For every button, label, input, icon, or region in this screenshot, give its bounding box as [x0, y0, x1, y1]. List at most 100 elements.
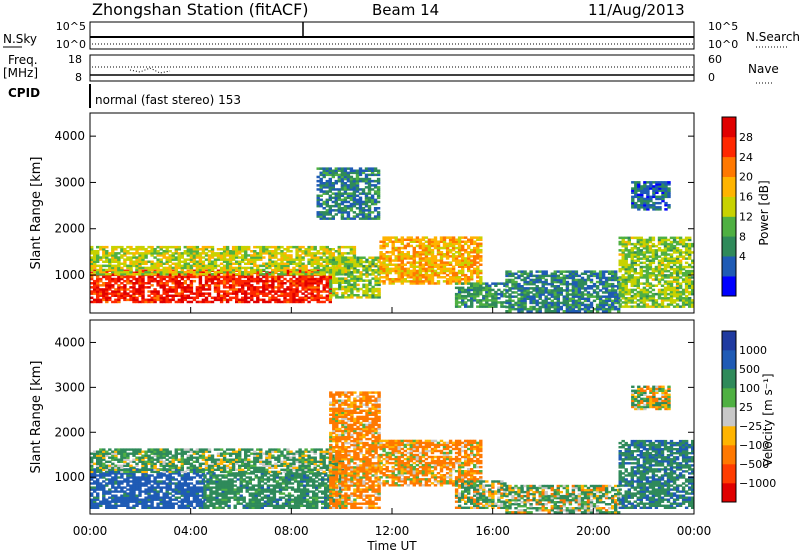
power-data-cell	[479, 248, 483, 252]
power-data-cell	[153, 300, 157, 304]
power-data-cell	[652, 193, 656, 197]
power-data-cell	[473, 261, 477, 264]
power-data-cell	[604, 287, 609, 290]
power-data-cell	[210, 260, 215, 263]
power-data-cell	[633, 247, 637, 250]
power-data-cell	[681, 288, 686, 292]
power-data-cell	[523, 289, 527, 292]
power-data-cell	[271, 250, 275, 253]
power-data-cell	[356, 258, 360, 262]
power-data-cell	[482, 282, 486, 285]
power-data-cell	[442, 265, 447, 268]
power-data-cell	[225, 286, 230, 289]
power-data-cell	[388, 271, 392, 275]
power-data-cell	[210, 250, 215, 253]
velocity-data-cell	[114, 482, 118, 485]
power-data-cell	[325, 209, 329, 212]
power-data-cell	[544, 282, 548, 286]
power-data-cell	[624, 290, 628, 294]
power-data-cell	[397, 246, 401, 250]
power-data-cell	[571, 289, 576, 292]
power-data-cell	[93, 292, 97, 295]
power-data-cell	[624, 267, 628, 271]
power-data-cell	[331, 204, 335, 208]
power-data-cell	[265, 250, 269, 253]
power-ytick-label: 2000	[54, 222, 85, 236]
power-data-cell	[684, 272, 689, 275]
power-data-cell	[343, 217, 348, 220]
power-data-cell	[93, 252, 97, 255]
power-data-cell	[376, 188, 381, 191]
power-data-cell	[195, 296, 200, 300]
power-data-cell	[621, 259, 625, 262]
power-data-cell	[322, 167, 326, 170]
power-data-cell	[352, 194, 357, 197]
power-data-cell	[316, 284, 320, 287]
power-data-cell	[624, 259, 628, 262]
power-data-cell	[219, 248, 224, 251]
power-data-cell	[684, 280, 689, 283]
power-data-cell	[684, 276, 689, 279]
power-data-cell	[213, 270, 218, 274]
power-data-cell	[123, 275, 127, 279]
power-data-cell	[102, 270, 106, 274]
power-data-cell	[334, 262, 338, 265]
power-data-cell	[114, 260, 118, 263]
power-data-cell	[645, 257, 650, 260]
power-data-cell	[684, 249, 689, 252]
power-data-cell	[451, 269, 456, 273]
velocity-data-cell	[120, 474, 124, 477]
power-data-cell	[367, 196, 372, 200]
power-data-cell	[675, 269, 680, 273]
power-data-cell	[406, 280, 410, 283]
velocity-data-cell	[93, 506, 97, 509]
power-data-cell	[192, 254, 197, 257]
power-data-cell	[409, 273, 413, 277]
power-data-cell	[352, 256, 357, 259]
power-data-cell	[667, 191, 671, 194]
power-data-cell	[274, 260, 278, 263]
power-data-cell	[457, 271, 462, 275]
power-data-cell	[663, 253, 668, 256]
power-data-cell	[430, 271, 435, 275]
power-data-cell	[244, 262, 248, 265]
power-data-cell	[430, 255, 435, 258]
power-data-cell	[150, 271, 154, 275]
power-data-cell	[213, 258, 218, 261]
power-data-cell	[643, 187, 647, 190]
power-data-cell	[108, 264, 112, 268]
power-data-cell	[657, 294, 662, 298]
power-data-cell	[421, 253, 426, 256]
power-data-cell	[511, 305, 515, 309]
power-data-cell	[328, 182, 332, 185]
power-data-cell	[574, 291, 579, 294]
velocity-data-cell	[105, 492, 109, 495]
power-data-cell	[216, 254, 221, 257]
power-data-cell	[364, 186, 369, 189]
power-data-cell	[663, 249, 668, 252]
power-data-cell	[120, 275, 124, 279]
power-data-cell	[286, 279, 290, 283]
power-data-cell	[559, 305, 563, 309]
power-data-cell	[538, 278, 542, 282]
power-data-cell	[544, 270, 548, 273]
power-data-cell	[505, 278, 509, 282]
power-data-cell	[102, 273, 106, 276]
power-data-cell	[601, 274, 606, 278]
power-data-cell	[688, 282, 692, 285]
power-data-cell	[138, 282, 142, 285]
power-data-cell	[624, 272, 628, 275]
power-data-cell	[144, 252, 148, 255]
power-data-cell	[562, 295, 566, 298]
power-data-cell	[436, 263, 441, 266]
velocity-data-cell	[105, 482, 109, 485]
power-data-cell	[292, 268, 296, 272]
power-data-cell	[505, 274, 509, 278]
power-data-cell	[373, 167, 378, 170]
power-data-cell	[108, 279, 112, 283]
power-data-cell	[448, 267, 453, 271]
power-data-cell	[210, 262, 215, 265]
power-data-cell	[634, 204, 638, 207]
power-data-cell	[439, 259, 444, 262]
